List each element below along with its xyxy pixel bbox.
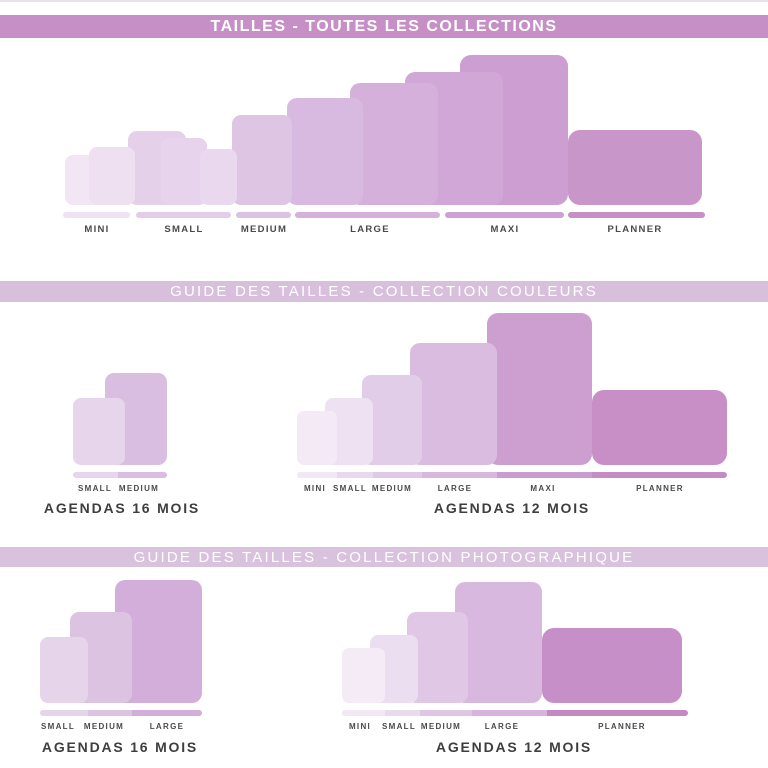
size-bar-segment-medium [88, 710, 132, 716]
size-scale-bar [136, 212, 231, 218]
size-bar-segment-small [40, 710, 88, 716]
size-label-medium: MEDIUM [118, 484, 160, 493]
section-header-toutes-les-collections: TAILLES - TOUTES LES COLLECTIONS [0, 15, 768, 38]
size-scale-bar [568, 212, 705, 218]
size-scale-bar [295, 212, 440, 218]
agenda-book-mini [297, 411, 337, 465]
size-label-small: SMALL [77, 484, 113, 493]
agenda-book-medium [232, 115, 292, 205]
size-bar-segment-medium [236, 212, 291, 218]
group-label-agendas-16-mois: AGENDAS 16 MOIS [43, 500, 201, 516]
size-bar-segment-maxi [445, 212, 564, 218]
agenda-book-large-2 [455, 582, 542, 703]
size-bar-segment-small [385, 710, 420, 716]
size-scale-bar [445, 212, 564, 218]
agenda-book-small-2 [161, 138, 207, 205]
section-header-collection-couleurs: GUIDE DES TAILLES - COLLECTION COULEURS [0, 281, 768, 302]
agenda-book-maxi [487, 313, 592, 465]
size-label-planner: PLANNER [636, 484, 684, 493]
size-label-mini: MINI [84, 224, 110, 235]
agenda-book-mini [342, 648, 385, 703]
group-label-agendas-12-mois: AGENDAS 12 MOIS [433, 500, 591, 516]
agenda-book-small-3 [200, 149, 237, 205]
size-bar-segment-mini [297, 472, 337, 478]
size-bar-segment-small [337, 472, 373, 478]
agenda-book-planner [592, 390, 727, 465]
size-label-large: LARGE [149, 722, 185, 731]
size-label-planner: PLANNER [607, 224, 663, 235]
agenda-book-planner [568, 130, 702, 205]
size-scale-bar [40, 710, 202, 716]
size-label-maxi: MAXI [530, 484, 556, 493]
size-label-medium: MEDIUM [240, 224, 288, 235]
size-label-large: LARGE [350, 224, 390, 235]
size-label-mini: MINI [348, 722, 372, 731]
size-bar-segment-large [132, 710, 202, 716]
size-bar-segment-large [472, 710, 547, 716]
size-scale-bar [236, 212, 291, 218]
size-label-large-2: LARGE [484, 722, 520, 731]
size-label-medium-2: MEDIUM [420, 722, 462, 731]
size-bar-segment-large [295, 212, 440, 218]
size-scale-bar [63, 212, 130, 218]
group-label-agendas-16-mois: AGENDAS 16 MOIS [41, 739, 199, 755]
size-bar-segment-mini [63, 212, 130, 218]
size-label-large: LARGE [437, 484, 473, 493]
size-bar-segment-medium [118, 472, 167, 478]
size-label-planner: PLANNER [598, 722, 646, 731]
size-label-small-2: SMALL [381, 722, 417, 731]
size-bar-segment-planner [547, 710, 688, 716]
agenda-book-planner [542, 628, 682, 703]
size-bar-segment-planner [568, 212, 705, 218]
section-header-collection-photographique: GUIDE DES TAILLES - COLLECTION PHOTOGRAP… [0, 547, 768, 567]
agenda-book-large-2 [350, 83, 438, 205]
agenda-book-small [40, 637, 88, 703]
size-scale-bar [73, 472, 167, 478]
size-bar-segment-small [73, 472, 118, 478]
agenda-book-large [287, 98, 363, 205]
size-bar-segment-mini [342, 710, 385, 716]
size-scale-bar [342, 710, 688, 716]
size-label-medium: MEDIUM [83, 722, 125, 731]
size-label-small-2: SMALL [332, 484, 368, 493]
size-scale-bar [297, 472, 727, 478]
size-bar-segment-small [136, 212, 231, 218]
size-bar-segment-large [422, 472, 497, 478]
size-label-maxi: MAXI [490, 224, 520, 235]
size-bar-segment-medium [420, 710, 472, 716]
size-label-small: SMALL [40, 722, 76, 731]
size-label-medium-2: MEDIUM [371, 484, 413, 493]
top-border-strip [0, 0, 768, 2]
size-label-small: SMALL [164, 224, 204, 235]
agenda-book-mini-2 [89, 147, 135, 205]
size-bar-segment-planner [592, 472, 727, 478]
size-bar-segment-medium [373, 472, 422, 478]
agenda-book-large [410, 343, 497, 465]
size-bar-segment-maxi [497, 472, 592, 478]
size-label-mini: MINI [303, 484, 327, 493]
group-label-agendas-12-mois: AGENDAS 12 MOIS [435, 739, 593, 755]
agenda-book-small [73, 398, 125, 465]
